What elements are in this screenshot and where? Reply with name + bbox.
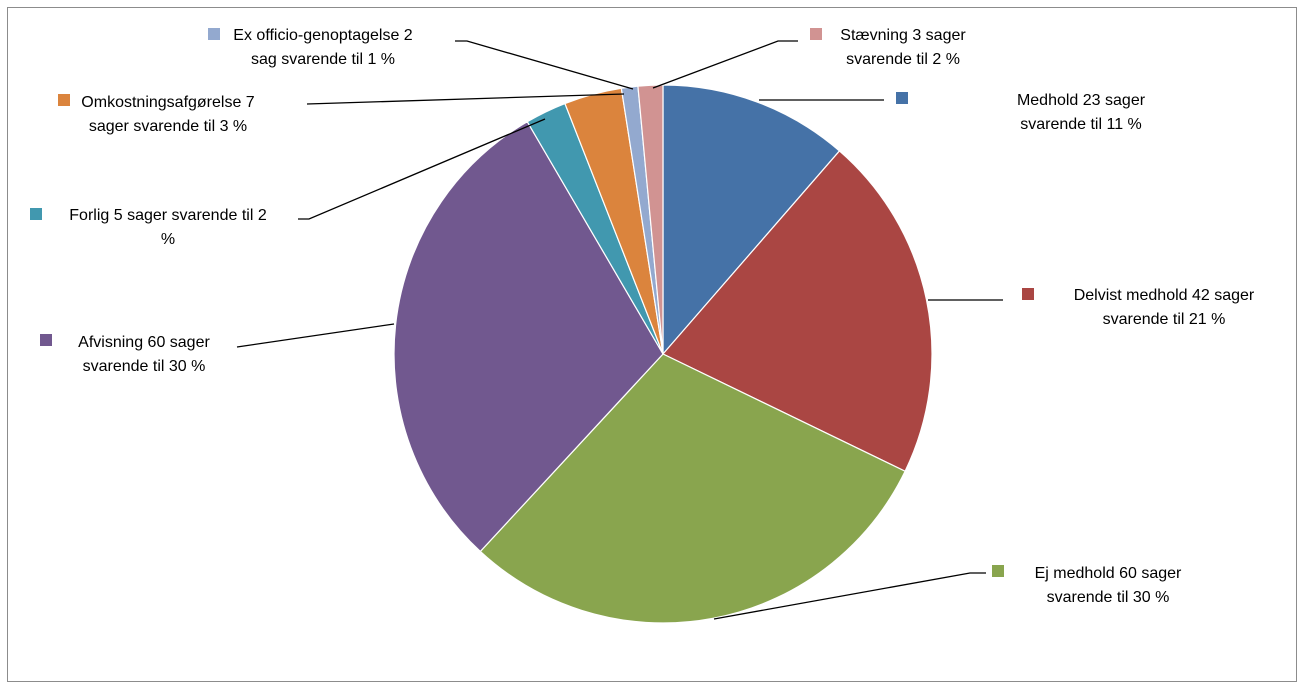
leader-line-7 bbox=[455, 40, 634, 90]
legend-key-2 bbox=[1022, 288, 1034, 300]
chart-area: Medhold 23 sager svarende til 11 % Delvist… bbox=[7, 7, 1297, 682]
pie-slice-1 bbox=[662, 84, 841, 356]
leader-line-8 bbox=[652, 40, 798, 89]
legend-key-7 bbox=[208, 28, 220, 40]
data-label-1: Medhold 23 sager svarende til 11 % bbox=[1017, 92, 1146, 133]
data-label-7: Ex officio-genoptagelse 2 sag svarende ti… bbox=[233, 27, 412, 68]
leader-line-5 bbox=[298, 118, 546, 220]
pie-slice-4 bbox=[393, 120, 664, 553]
data-label-4: Afvisning 60 sager svarende til 30 % bbox=[78, 334, 210, 375]
pie-slice-8 bbox=[637, 84, 664, 355]
legend-key-3 bbox=[992, 565, 1004, 577]
legend-key-5 bbox=[30, 208, 42, 220]
legend-key-1 bbox=[896, 92, 908, 104]
legend-key-8 bbox=[810, 28, 822, 40]
legend-key-4 bbox=[40, 334, 52, 346]
data-label-8: Stævning 3 sager svarende til 2 % bbox=[840, 27, 966, 68]
leader-line-6 bbox=[306, 93, 625, 105]
leader-line-3 bbox=[713, 572, 986, 620]
legend-key-6 bbox=[58, 94, 70, 106]
leader-line-4 bbox=[236, 323, 395, 348]
data-label-5: Forlig 5 sager svarende til 2% bbox=[69, 207, 267, 248]
pie-chart: Medhold 23 sager svarende til 11 % Delvist… bbox=[30, 27, 1255, 624]
data-label-3: Ej medhold 60 sager svarende til 30 % bbox=[1035, 565, 1182, 606]
pie-slice-2 bbox=[662, 150, 933, 473]
data-label-6: Omkostningsafgørelse 7 sager svarende til… bbox=[81, 94, 255, 135]
data-label-2: Delvist medhold 42 sager svarende til 21 … bbox=[1074, 287, 1255, 328]
pie-slice-3 bbox=[479, 353, 906, 624]
